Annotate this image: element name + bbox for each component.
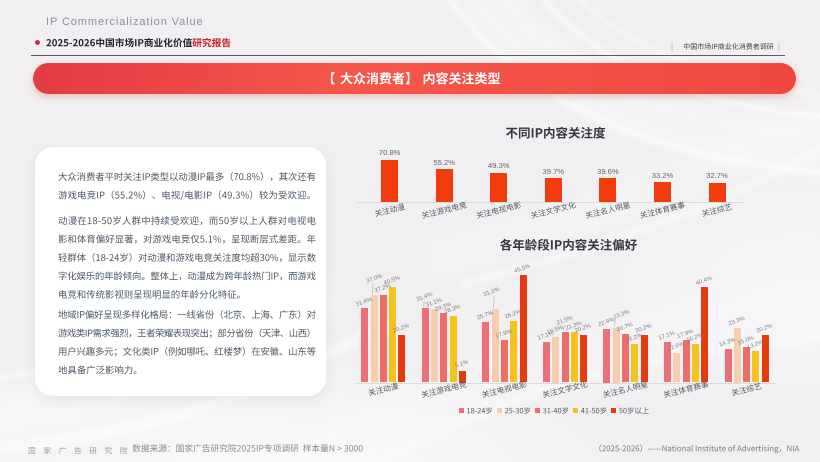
svg-text:20.2%: 20.2% [756, 323, 774, 335]
svg-text:31.4%: 31.4% [355, 296, 373, 308]
svg-text:17.1%: 17.1% [537, 330, 555, 342]
svg-text:5.1%: 5.1% [455, 359, 470, 369]
svg-text:45.5%: 45.5% [514, 263, 532, 275]
svg-text:37.0%: 37.0% [366, 273, 384, 285]
svg-text:15.0%: 15.0% [737, 335, 755, 347]
svg-text:20.7%: 20.7% [616, 322, 634, 334]
svg-text:16.2%: 16.2% [625, 332, 643, 344]
svg-text:20.2%: 20.2% [392, 323, 410, 335]
svg-text:20.2%: 20.2% [574, 323, 592, 335]
svg-text:31.4%: 31.4% [416, 291, 434, 303]
svg-text:22.9%: 22.9% [597, 317, 615, 329]
svg-text:19.5%: 19.5% [546, 325, 564, 337]
svg-text:25.7%: 25.7% [476, 310, 494, 322]
svg-text:28.3%: 28.3% [444, 304, 462, 316]
svg-text:21.5%: 21.5% [556, 315, 574, 327]
svg-text:23.3%: 23.3% [728, 316, 746, 328]
svg-text:21.3%: 21.3% [565, 320, 583, 332]
svg-text:37.2%: 37.2% [374, 283, 392, 295]
svg-text:40.4%: 40.4% [695, 275, 713, 287]
svg-text:17.9%: 17.9% [677, 328, 695, 340]
svg-text:13.2%: 13.2% [746, 339, 764, 351]
svg-text:29.3%: 29.3% [434, 301, 452, 313]
svg-text:17.1%: 17.1% [658, 330, 676, 342]
svg-text:12.6%: 12.6% [667, 341, 685, 353]
svg-text:14.3%: 14.3% [719, 337, 737, 349]
svg-text:31.1%: 31.1% [425, 297, 443, 309]
svg-text:16.2%: 16.2% [686, 332, 704, 344]
svg-text:23.3%: 23.3% [613, 309, 631, 321]
svg-text:20.2%: 20.2% [635, 323, 653, 335]
svg-text:40.5%: 40.5% [383, 275, 401, 287]
svg-text:26.2%: 26.2% [504, 309, 522, 321]
svg-text:17.9%: 17.9% [495, 328, 513, 340]
svg-text:31.1%: 31.1% [483, 286, 501, 298]
